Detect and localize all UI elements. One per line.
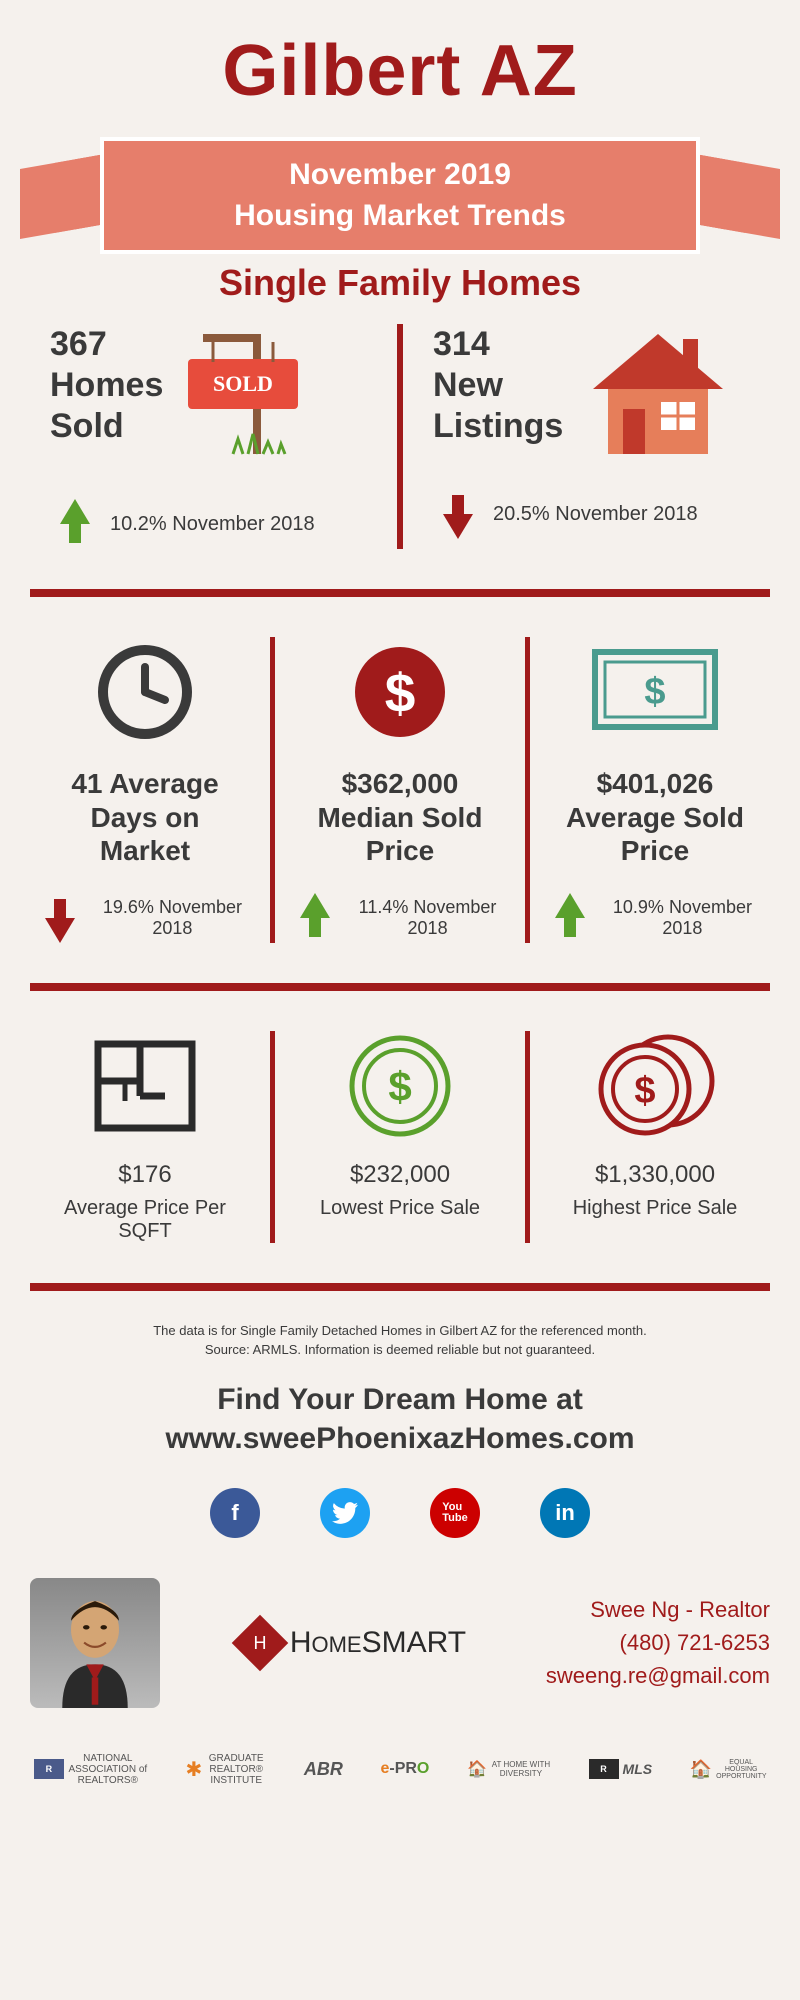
house-icon [583,324,733,469]
ribbon-line2: Housing Market Trends [124,196,676,237]
coins-stack-icon: $ [590,1031,720,1141]
median-price-label: Median Sold [318,801,483,835]
up-arrow-icon [50,499,100,549]
svg-text:$: $ [644,671,665,713]
price-sqft-value: $176 [118,1161,171,1189]
badge-gri: ✱ GRADUATE REALTOR® INSTITUTE [185,1753,266,1786]
page-title: Gilbert AZ [20,30,780,112]
new-listings-label1: New [433,365,563,406]
facebook-icon[interactable]: f [210,1488,260,1538]
avg-change: 10.9% November 2018 [600,897,765,939]
homes-sold-label1: Homes [50,365,163,406]
new-listings-change: 20.5% November 2018 [493,503,698,526]
realtor-name: Swee Ng - Realtor [546,1593,770,1626]
down-arrow-icon [35,893,80,943]
disclaimer-line2: Source: ARMLS. Information is deemed rel… [40,1340,760,1360]
svg-text:$: $ [634,1070,655,1112]
badge-diversity: 🏠 AT HOME WITH DIVERSITY [467,1759,551,1779]
avg-price-value: $401,026 [566,767,744,801]
new-listings-label2: Listings [433,406,563,447]
realtor-email[interactable]: sweeng.re@gmail.com [546,1659,770,1692]
highest-price-value: $1,330,000 [595,1161,715,1189]
svg-text:$: $ [388,1063,411,1110]
days-on-market-label: Days on [71,801,218,835]
badge-mls: R MLS [589,1759,653,1779]
median-price-value: $362,000 [318,767,483,801]
realtor-phone[interactable]: (480) 721-6253 [546,1626,770,1659]
avg-price-label2: Price [566,834,744,868]
new-listings-value: 314 [433,324,563,365]
price-sqft-label: Average Price Per SQFT [35,1197,255,1243]
coin-outline-icon: $ [345,1031,455,1141]
subtitle: Single Family Homes [0,262,800,304]
homes-sold-value: 367 [50,324,163,365]
dollar-circle-icon: $ [350,637,450,747]
days-on-market-label2: Market [71,834,218,868]
linkedin-icon[interactable]: in [540,1488,590,1538]
median-price-label2: Price [318,834,483,868]
brand-logo: H HOMESMART [180,1623,526,1663]
disclaimer-line1: The data is for Single Family Detached H… [40,1321,760,1341]
dom-change: 19.6% November 2018 [90,897,255,939]
youtube-icon[interactable]: YouTube [430,1488,480,1538]
sold-sign-icon: SOLD [183,324,333,479]
down-arrow-icon [433,489,483,539]
ribbon-banner: November 2019 Housing Market Trends [40,132,760,262]
badge-epro: e-PRO [380,1760,429,1778]
avg-price-label: Average Sold [566,801,744,835]
cta-url[interactable]: www.sweePhoenixazHomes.com [20,1419,780,1458]
up-arrow-icon [290,893,335,943]
lowest-price-value: $232,000 [350,1161,450,1189]
badge-eho: 🏠 EQUAL HOUSING OPPORTUNITY [690,1759,766,1780]
homes-sold-label2: Sold [50,406,163,447]
svg-text:$: $ [385,662,416,724]
clock-icon [95,637,195,747]
median-change: 11.4% November 2018 [345,897,510,939]
ribbon-line1: November 2019 [124,155,676,196]
lowest-price-label: Lowest Price Sale [320,1197,480,1220]
svg-text:SOLD: SOLD [213,371,273,396]
badge-abr: ABR [304,1759,343,1780]
cta-line1: Find Your Dream Home at [20,1380,780,1419]
twitter-icon[interactable] [320,1488,370,1538]
up-arrow-icon [545,893,590,943]
realtor-avatar [30,1578,160,1708]
floorplan-icon [90,1031,200,1141]
cash-icon: $ [590,637,720,747]
badge-nar: R NATIONAL ASSOCIATION of REALTORS® [34,1753,148,1786]
homes-sold-change: 10.2% November 2018 [110,513,315,536]
days-on-market-value: 41 Average [71,767,218,801]
highest-price-label: Highest Price Sale [573,1197,738,1220]
